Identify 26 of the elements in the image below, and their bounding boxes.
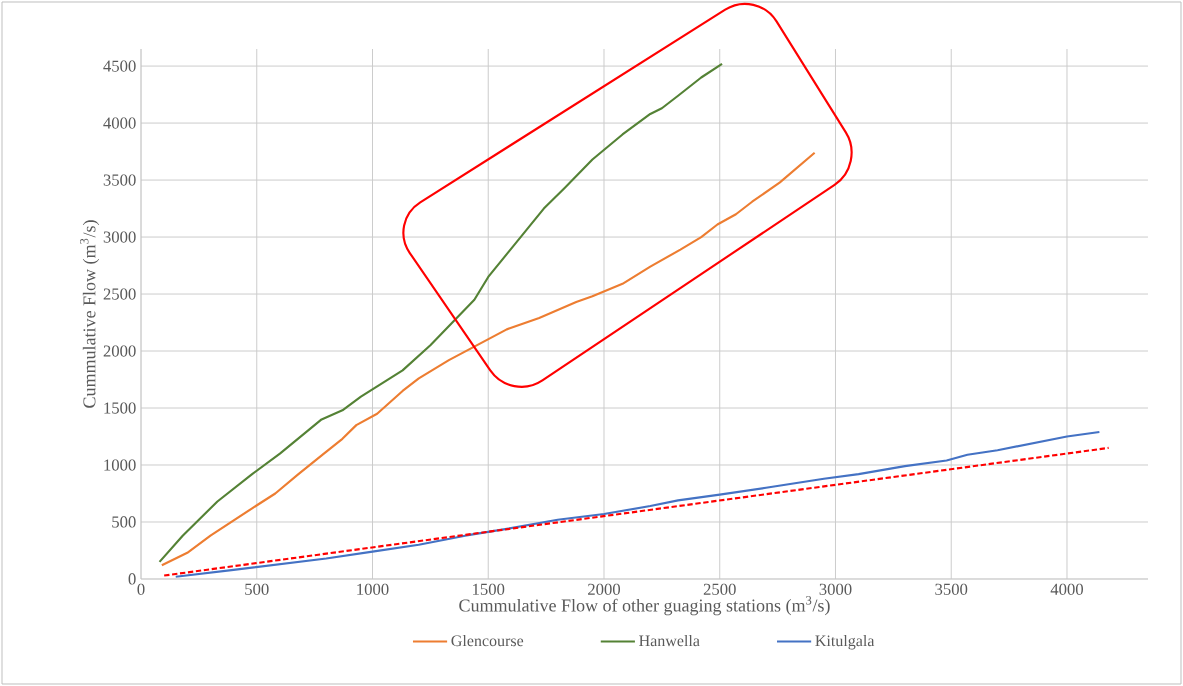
y-axis-title: Cummulative Flow (m$^{3}$/s) xyxy=(80,220,100,408)
y-tick-label: 0 xyxy=(128,573,136,585)
y-tick-label: 1500 xyxy=(104,402,136,414)
x-tick-label: 2500 xyxy=(703,583,736,595)
x-tick-label: 2000 xyxy=(588,583,621,595)
legend-label: Glencourse xyxy=(451,634,524,647)
y-tick-label: 1000 xyxy=(104,459,136,471)
x-tick-label: 3500 xyxy=(935,583,968,595)
legend-label: Hanwella xyxy=(639,634,700,647)
y-tick-label: 4500 xyxy=(103,60,136,72)
y-tick-label: 500 xyxy=(112,516,136,528)
x-tick-label: 500 xyxy=(245,583,269,595)
x-axis-title: Cummulative Flow of other guaging stations (m$^{3}$/s) xyxy=(459,596,830,616)
y-tick-label: 2000 xyxy=(103,345,136,357)
y-tick-label: 4000 xyxy=(103,117,136,129)
x-tick-label: 4000 xyxy=(1050,583,1083,595)
y-tick-label: 3500 xyxy=(103,174,136,186)
line-series xyxy=(158,62,724,563)
x-tick-label: 1500 xyxy=(473,583,505,595)
x-tick-label: 3000 xyxy=(819,583,852,595)
x-tick-label: 0 xyxy=(137,583,145,595)
x-tick-label: 1000 xyxy=(357,583,389,595)
y-tick-label: 3000 xyxy=(103,231,136,243)
line-series xyxy=(160,151,816,567)
y-tick-label: 2500 xyxy=(103,288,136,300)
legend-label: Kitulgala xyxy=(815,634,875,650)
